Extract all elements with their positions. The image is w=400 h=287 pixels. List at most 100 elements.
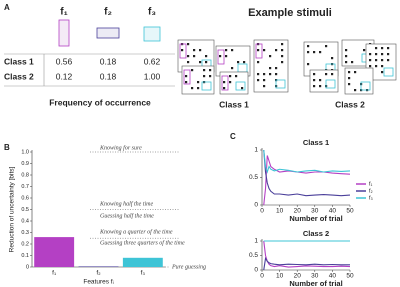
glyph (345, 55, 348, 58)
annotation: Knowing for sure (99, 144, 142, 151)
chart-title: Class 2 (303, 229, 329, 238)
annotation: Guessing half the time (100, 212, 154, 219)
table-header: f₁ (60, 7, 67, 18)
highlight (183, 69, 191, 85)
glyph (185, 75, 188, 78)
highlight (275, 79, 286, 89)
glyph (281, 49, 284, 52)
table-header: f₂ (104, 7, 112, 18)
line (263, 149, 351, 197)
glyph (205, 55, 208, 58)
glyph (263, 49, 266, 52)
glyph (325, 73, 328, 76)
glyph (351, 61, 354, 64)
stimuli-label: Class 1 (219, 99, 249, 109)
glyph (331, 73, 334, 76)
glyph (263, 85, 266, 88)
stimuli-label: Class 2 (335, 99, 365, 109)
line (263, 155, 351, 206)
glyph (269, 55, 272, 58)
table-caption: Frequency of occurrence (49, 97, 151, 107)
legend-label: f₂ (369, 188, 373, 194)
glyph (187, 55, 190, 58)
glyph (313, 79, 316, 82)
charts: 0 0.1 0.2 0.3 0.4 0.5 0.6 0.7 0.8 0.9 1.0 Knowing f… (9, 138, 373, 287)
bar (122, 257, 163, 267)
glyph (375, 47, 378, 50)
y-tick-label: 0 (26, 264, 29, 270)
glyph (181, 49, 184, 52)
cell: 0.62 (144, 56, 161, 66)
y-tick-label: 0.1 (21, 253, 29, 259)
glyph (331, 57, 334, 60)
glyph (197, 81, 200, 84)
x-tick-label: 50 (346, 273, 354, 280)
glyph (319, 79, 322, 82)
highlight (201, 81, 212, 91)
glyph (257, 79, 260, 82)
table-header: f₃ (148, 7, 156, 18)
legend-label: f₃ (369, 195, 373, 201)
x-axis-title: Number of trial (289, 214, 342, 223)
glyph (325, 45, 328, 48)
glyph (231, 67, 234, 70)
highlight (325, 79, 336, 89)
highlight (255, 43, 263, 59)
glyph (319, 85, 322, 88)
glyph (257, 73, 260, 76)
glyph (369, 53, 372, 56)
x-tick-label: f₂ (96, 270, 101, 277)
glyph (369, 65, 372, 68)
stimulus (309, 69, 339, 93)
glyph (348, 71, 351, 74)
annotation: Knowing half the time (99, 200, 154, 207)
panel-label: A (4, 3, 10, 12)
glyph (231, 49, 234, 52)
x-tick-label: 20 (294, 273, 302, 280)
glyph (387, 53, 390, 56)
glyph (223, 81, 226, 84)
glyph (209, 75, 212, 78)
glyph (319, 51, 322, 54)
glyph (281, 55, 284, 58)
cell: 1.00 (144, 71, 161, 81)
glyph (243, 61, 246, 64)
x-tick-label: 10 (276, 273, 284, 280)
glyph (235, 75, 238, 78)
glyph (345, 49, 348, 52)
glyph (354, 71, 357, 74)
row-label: Class 2 (4, 71, 34, 81)
glyph (225, 55, 228, 58)
cell: 0.12 (56, 71, 73, 81)
x-tick-label: 40 (329, 273, 337, 280)
y-tick-label: 0.7 (21, 184, 29, 190)
glyph (275, 67, 278, 70)
glyph (229, 75, 232, 78)
highlight (221, 75, 229, 91)
annotation: Pure guessing (171, 264, 206, 270)
glyph (199, 49, 202, 52)
highlight (383, 67, 394, 77)
y-tick-label: 0.3 (21, 230, 29, 236)
line (263, 256, 350, 271)
y-tick-label: 0.9 (21, 161, 29, 167)
stimulus (181, 65, 215, 95)
glyph (381, 47, 384, 50)
x-tick-label: 10 (276, 208, 284, 215)
x-tick-label: f₃ (141, 270, 146, 277)
annotation: Guessing three quarters of the time (100, 239, 185, 246)
glyph (191, 69, 194, 72)
cell: 0.18 (100, 56, 117, 66)
glyph (281, 43, 284, 46)
x-tick-label: 0 (260, 208, 264, 215)
glyph (375, 65, 378, 68)
x-tick-label: f₁ (52, 270, 57, 277)
glyph (263, 73, 266, 76)
glyph (354, 89, 357, 92)
highlight (217, 49, 225, 65)
x-axis-title: Number of trial (289, 279, 342, 287)
y-tick-label: 0.4 (21, 218, 29, 224)
glyph (229, 81, 232, 84)
glyph (348, 83, 351, 86)
glyph (363, 49, 366, 52)
